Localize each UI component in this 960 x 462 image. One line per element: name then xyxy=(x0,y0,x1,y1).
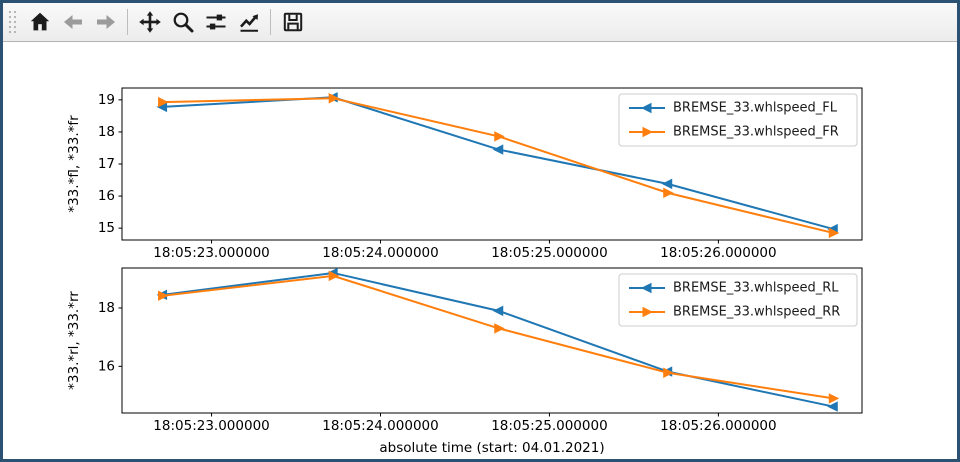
legend-marker-sample xyxy=(641,102,652,114)
data-marker xyxy=(158,290,169,301)
data-marker xyxy=(827,401,838,412)
data-marker xyxy=(156,101,168,113)
legend-marker-sample xyxy=(642,126,653,138)
legend-marker-sample xyxy=(641,282,652,294)
y-tick-label: 18 xyxy=(98,124,115,140)
toolbar-separator xyxy=(127,9,128,35)
forward-button[interactable] xyxy=(90,7,121,38)
data-marker xyxy=(663,367,674,378)
y-tick-label: 18 xyxy=(98,300,115,316)
subplot-2: 18:05:23.000000 18:05:24.000000 18:05:25.0… xyxy=(66,267,863,456)
data-marker xyxy=(828,227,840,239)
back-button[interactable] xyxy=(57,7,88,38)
legend-box xyxy=(618,93,858,147)
legend-marker-sample xyxy=(642,306,653,318)
x-tick-label: 18:05:24.000000 xyxy=(322,418,438,434)
zoom-button[interactable] xyxy=(167,7,198,38)
y-axis-label: *33.*fl, *33.*fr xyxy=(66,115,82,213)
legend-box xyxy=(618,273,858,327)
x-tick-label: 18:05:25.000000 xyxy=(491,418,607,434)
data-marker xyxy=(492,144,504,155)
pan-move-icon xyxy=(138,11,161,33)
y-tick-label: 15 xyxy=(98,220,115,236)
data-marker xyxy=(494,323,505,334)
data-marker xyxy=(828,393,840,404)
magnifier-icon xyxy=(173,12,193,33)
x-axis-label: absolute time (start: 04.01.2021) xyxy=(379,440,604,456)
x-tick-label: 18:05:23.000000 xyxy=(153,245,269,261)
data-marker xyxy=(328,270,340,282)
charts-svg: 18:05:23.000000 18:05:24.000000 18:05:25.0… xyxy=(66,87,863,456)
figure-canvas[interactable]: 18:05:23.000000 18:05:24.000000 18:05:25.0… xyxy=(3,42,957,459)
legend-label: BREMSE_33.whlspeed_FL xyxy=(673,101,838,116)
legend-label: BREMSE_33.whlspeed_RR xyxy=(673,305,840,320)
y-tick-label: 17 xyxy=(98,156,115,172)
edit-curves-button[interactable] xyxy=(233,7,264,38)
save-button[interactable] xyxy=(277,7,308,38)
y-axis-label: *33.*rl, *33.*rr xyxy=(66,291,82,390)
home-icon xyxy=(30,12,49,31)
line-chart-icon xyxy=(239,14,258,32)
x-tick-label: 18:05:23.000000 xyxy=(153,418,269,434)
toolbar-grip-handle[interactable] xyxy=(7,7,18,37)
forward-arrow-icon xyxy=(96,15,115,29)
back-arrow-icon xyxy=(63,15,82,29)
data-marker xyxy=(492,305,504,317)
y-tick-label: 16 xyxy=(98,188,115,204)
sliders-icon xyxy=(206,14,225,30)
matplotlib-toolbar xyxy=(3,3,957,42)
x-tick-label: 18:05:24.000000 xyxy=(322,245,438,261)
subplot-1: 18:05:23.000000 18:05:24.000000 18:05:25.0… xyxy=(66,87,863,261)
pan-button[interactable] xyxy=(134,7,165,38)
floppy-save-icon xyxy=(283,12,302,32)
toolbar-separator xyxy=(270,9,271,35)
y-tick-label: 16 xyxy=(98,358,115,374)
data-marker xyxy=(661,178,673,190)
x-tick-label: 18:05:26.000000 xyxy=(660,245,776,261)
legend-label: BREMSE_33.whlspeed_FR xyxy=(673,125,839,140)
data-marker xyxy=(663,187,674,199)
data-marker xyxy=(328,93,340,104)
x-tick-label: 18:05:25.000000 xyxy=(491,245,607,261)
home-button[interactable] xyxy=(24,7,55,38)
data-marker xyxy=(158,96,169,108)
y-tick-label: 19 xyxy=(98,92,115,108)
legend-label: BREMSE_33.whlspeed_RL xyxy=(673,281,839,296)
data-marker xyxy=(494,131,505,142)
configure-subplots-button[interactable] xyxy=(200,7,231,38)
x-tick-label: 18:05:26.000000 xyxy=(660,418,776,434)
